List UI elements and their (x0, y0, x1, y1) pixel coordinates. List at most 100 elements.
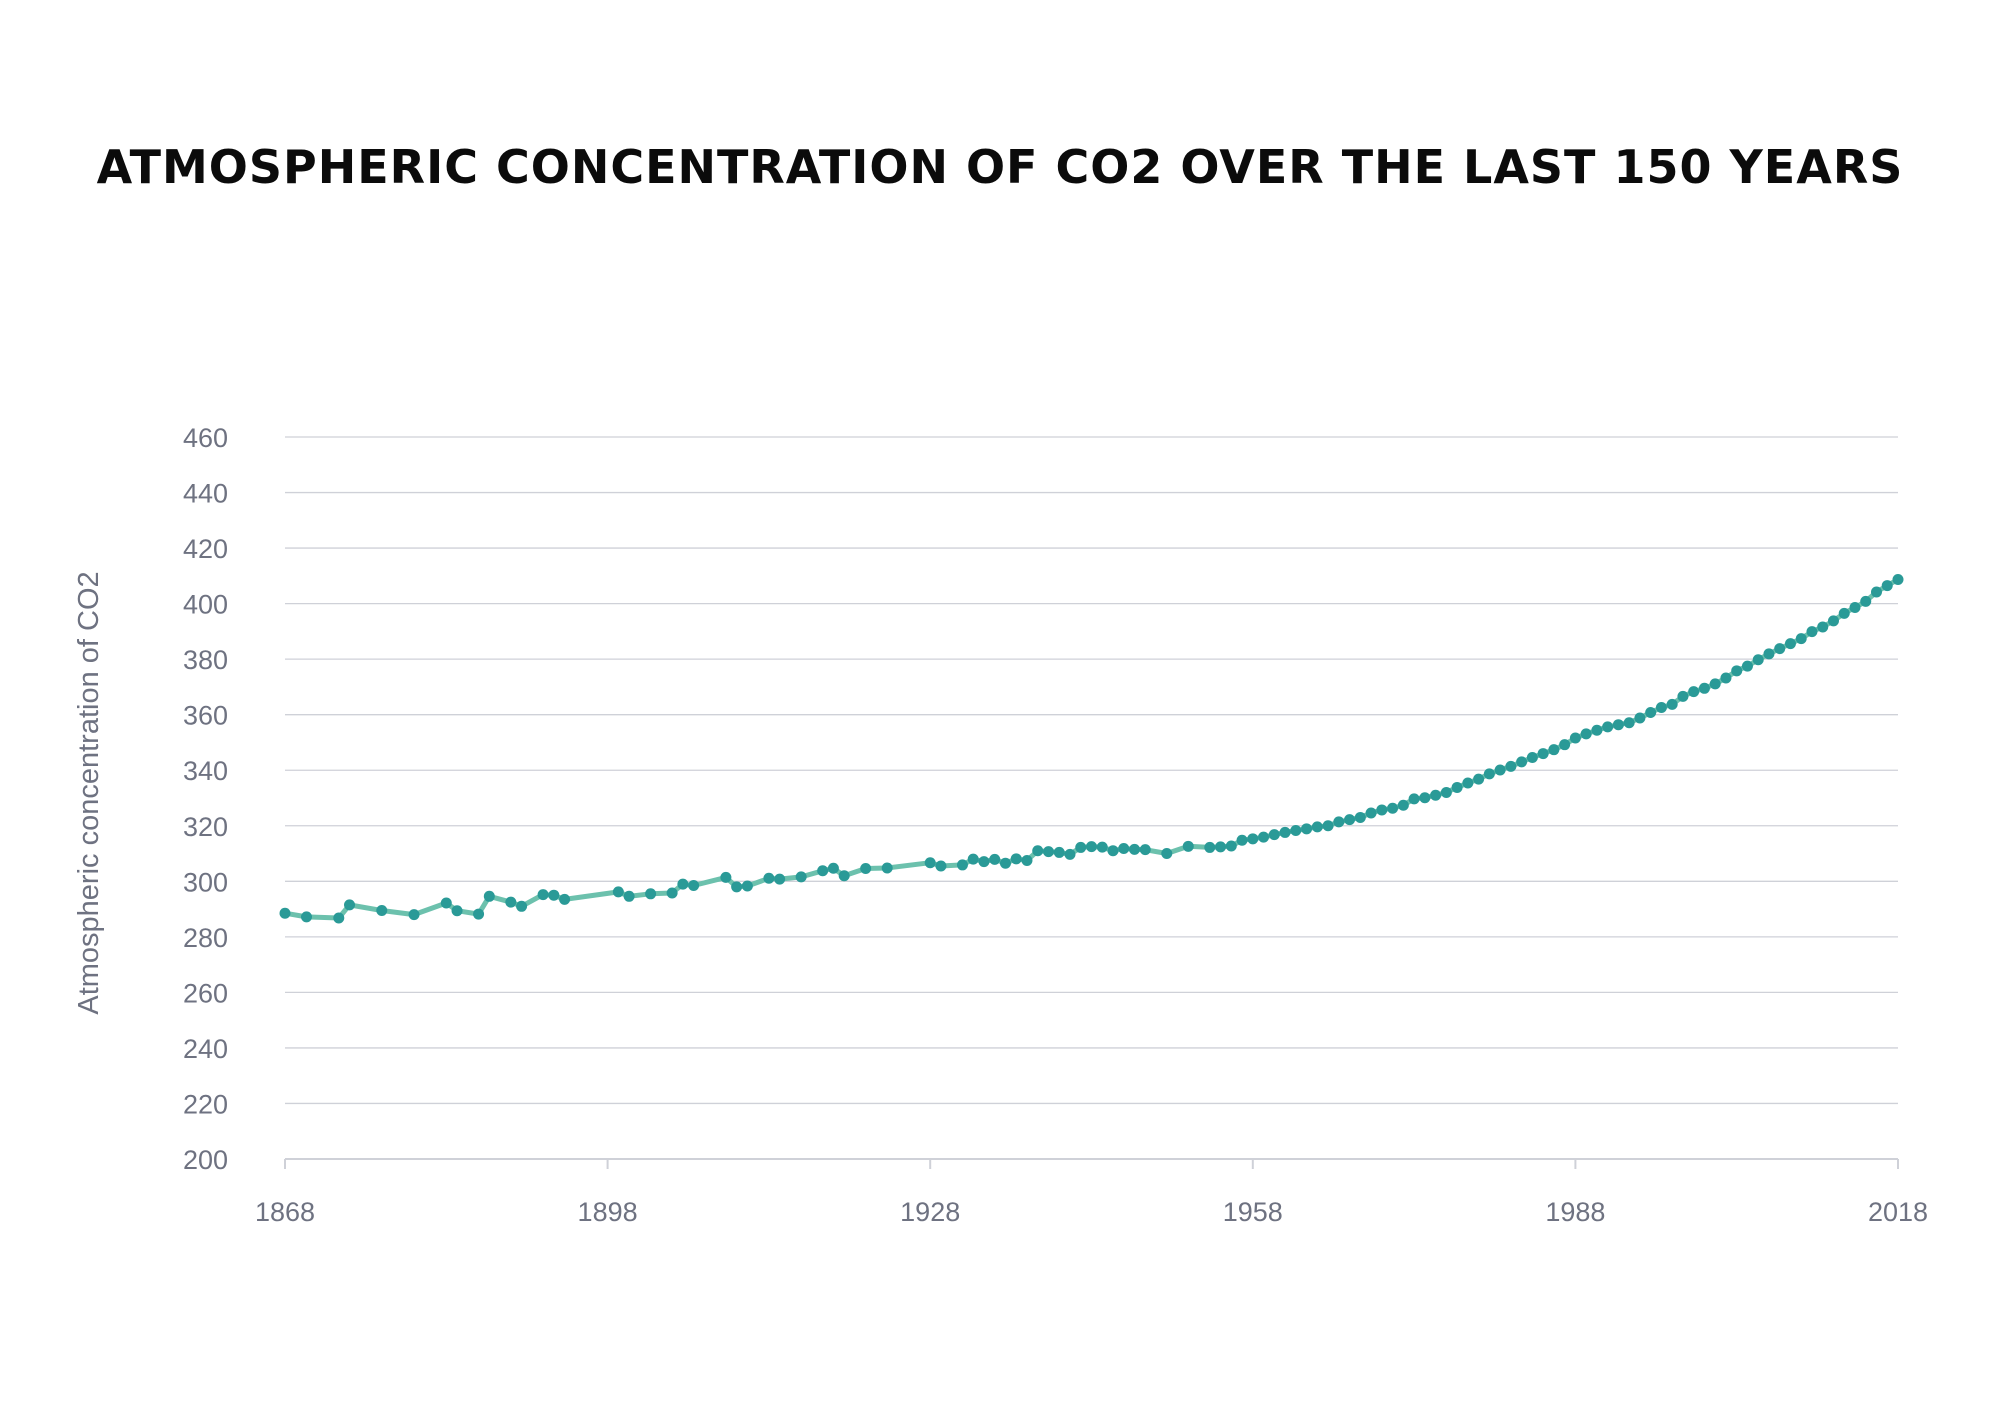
data-point (408, 909, 420, 921)
data-point (1462, 777, 1474, 789)
data-point (1086, 841, 1097, 853)
data-point (1569, 732, 1581, 744)
y-tick-label: 360 (183, 701, 228, 731)
data-point (1870, 586, 1882, 598)
y-axis-ticks: 200 220 240 260 280 300 320 340 360 380 400 420 440 4… (183, 423, 228, 1175)
y-tick-label: 340 (183, 756, 228, 786)
y-tick-label: 260 (183, 978, 228, 1008)
x-tick-label: 1928 (900, 1197, 960, 1227)
y-axis-title: Atmospheric concentration of CO2 (73, 571, 105, 1014)
x-tick-label: 1958 (1223, 1197, 1283, 1227)
data-point (1774, 643, 1786, 655)
data-point (1698, 682, 1710, 694)
data-point (924, 857, 936, 869)
data-point (1580, 728, 1592, 740)
data-point (473, 908, 485, 920)
data-point (1301, 823, 1313, 835)
data-point (688, 879, 700, 891)
y-tick-label: 220 (183, 1089, 228, 1119)
data-point (301, 911, 313, 923)
data-point (1602, 721, 1614, 733)
y-tick-label: 280 (183, 923, 228, 953)
y-tick-label: 320 (183, 812, 228, 842)
data-point (827, 862, 839, 874)
data-point (1505, 760, 1517, 772)
data-point (1139, 844, 1151, 856)
data-point (279, 907, 291, 919)
y-tick-label: 440 (183, 479, 228, 509)
data-point (1483, 768, 1495, 780)
data-point (1666, 698, 1678, 710)
gridlines (285, 436, 1898, 1105)
data-point (440, 897, 452, 909)
data-point (1731, 665, 1743, 677)
data-point (537, 889, 549, 901)
y-tick-label: 460 (183, 423, 228, 453)
data-point (956, 859, 968, 871)
x-tick-label: 1988 (1545, 1197, 1605, 1227)
data-point (1526, 751, 1538, 763)
data-point (1559, 739, 1571, 751)
data-point (1741, 660, 1753, 672)
x-tick-label: 1868 (255, 1197, 315, 1227)
data-point (1107, 845, 1119, 857)
data-point (1849, 602, 1861, 614)
data-point (1784, 638, 1796, 650)
data-point (860, 863, 872, 875)
data-point (1032, 845, 1044, 857)
data-point (1612, 719, 1624, 731)
data-point (1118, 843, 1130, 855)
data-point (731, 881, 743, 893)
data-point (1709, 678, 1721, 690)
data-point (1279, 826, 1291, 838)
co2-series (279, 573, 1904, 924)
data-point (1827, 615, 1839, 627)
y-tick-label: 240 (183, 1034, 228, 1064)
y-tick-label: 300 (183, 867, 228, 897)
data-point (1881, 580, 1893, 592)
data-point (1440, 786, 1452, 798)
data-point (881, 862, 893, 874)
data-point (1010, 853, 1022, 865)
data-point (1494, 764, 1506, 776)
data-point (978, 856, 990, 868)
data-point (1258, 831, 1270, 843)
data-point (1053, 846, 1065, 858)
data-point (1311, 821, 1323, 833)
data-point (838, 870, 850, 882)
data-point (935, 860, 947, 872)
x-axis-ticks: 1868 1898 1928 1958 1988 2018 (255, 1159, 1928, 1227)
data-point (1655, 701, 1667, 713)
data-point (1537, 748, 1549, 760)
data-point (1064, 848, 1076, 860)
data-point (1860, 595, 1872, 607)
data-point (1042, 846, 1054, 858)
data-point (1516, 756, 1528, 768)
chart-title: ATMOSPHERIC CONCENTRATION OF CO2 OVER TH… (96, 140, 1904, 194)
data-point (1397, 799, 1409, 811)
data-point (1892, 573, 1904, 585)
data-point (1688, 686, 1700, 698)
data-point (645, 888, 657, 900)
data-point (817, 865, 829, 877)
data-point (612, 886, 624, 898)
data-point (483, 890, 495, 902)
data-point (1075, 841, 1087, 853)
data-point (1408, 793, 1420, 805)
data-point (1838, 607, 1850, 619)
data-point (516, 900, 528, 912)
data-point (1215, 841, 1227, 853)
x-tick-label: 2018 (1868, 1197, 1928, 1227)
data-point (1430, 789, 1442, 801)
data-point (1096, 841, 1108, 853)
y-tick-label: 420 (183, 534, 228, 564)
y-tick-label: 200 (183, 1145, 228, 1175)
data-point (989, 853, 1001, 865)
data-point (967, 853, 979, 865)
data-point (1623, 717, 1635, 729)
data-point (999, 857, 1011, 869)
x-tick-label: 1898 (578, 1197, 638, 1227)
data-point (1591, 724, 1603, 736)
data-point (623, 890, 635, 902)
